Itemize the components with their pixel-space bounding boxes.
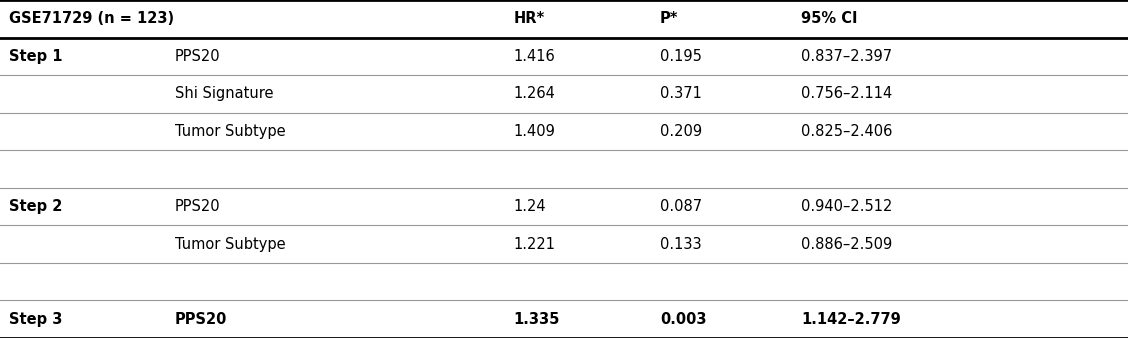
- Text: 1.335: 1.335: [513, 312, 559, 327]
- Text: GSE71729 (n = 123): GSE71729 (n = 123): [9, 11, 174, 26]
- Text: 0.195: 0.195: [660, 49, 702, 64]
- Text: Shi Signature: Shi Signature: [175, 87, 273, 101]
- Text: 0.087: 0.087: [660, 199, 702, 214]
- Text: 1.24: 1.24: [513, 199, 546, 214]
- Text: Step 1: Step 1: [9, 49, 62, 64]
- Text: 95% CI: 95% CI: [801, 11, 857, 26]
- Text: Tumor Subtype: Tumor Subtype: [175, 124, 285, 139]
- Text: HR*: HR*: [513, 11, 545, 26]
- Text: 0.371: 0.371: [660, 87, 702, 101]
- Text: 1.221: 1.221: [513, 237, 555, 251]
- Text: PPS20: PPS20: [175, 199, 220, 214]
- Text: PPS20: PPS20: [175, 49, 220, 64]
- Text: 1.409: 1.409: [513, 124, 555, 139]
- Text: 0.940–2.512: 0.940–2.512: [801, 199, 892, 214]
- Text: 0.825–2.406: 0.825–2.406: [801, 124, 892, 139]
- Text: 0.837–2.397: 0.837–2.397: [801, 49, 892, 64]
- Text: P*: P*: [660, 11, 678, 26]
- Text: 1.416: 1.416: [513, 49, 555, 64]
- Text: 0.886–2.509: 0.886–2.509: [801, 237, 892, 251]
- Text: 1.142–2.779: 1.142–2.779: [801, 312, 900, 327]
- Text: 0.209: 0.209: [660, 124, 702, 139]
- Text: PPS20: PPS20: [175, 312, 227, 327]
- Text: 1.264: 1.264: [513, 87, 555, 101]
- Text: 0.003: 0.003: [660, 312, 706, 327]
- Text: 0.756–2.114: 0.756–2.114: [801, 87, 892, 101]
- Text: Step 2: Step 2: [9, 199, 62, 214]
- Text: Step 3: Step 3: [9, 312, 62, 327]
- Text: 0.133: 0.133: [660, 237, 702, 251]
- Text: Tumor Subtype: Tumor Subtype: [175, 237, 285, 251]
